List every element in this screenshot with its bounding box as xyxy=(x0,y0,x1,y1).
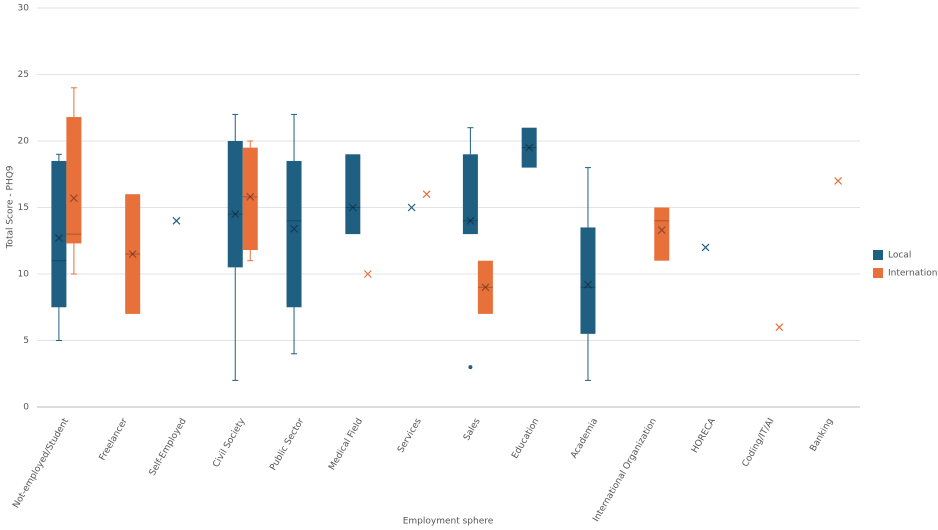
box xyxy=(654,207,670,261)
x-tick-label: HORECA xyxy=(690,416,718,455)
y-tick-label: 20 xyxy=(18,137,30,147)
outlier xyxy=(468,365,473,370)
box xyxy=(66,117,82,244)
box xyxy=(51,160,67,308)
mean-marker xyxy=(290,224,298,233)
x-tick-label: Not-employed/Student xyxy=(11,416,71,510)
mean-marker xyxy=(54,234,63,243)
legend-label: International xyxy=(888,269,938,279)
legend-label: Local xyxy=(888,251,911,261)
y-tick-label: 0 xyxy=(23,403,29,413)
mean-marker xyxy=(407,203,416,212)
box xyxy=(125,194,141,314)
x-tick-label: International Organization xyxy=(591,417,659,524)
mean-marker xyxy=(466,216,475,225)
x-tick-label: Public Sector xyxy=(268,416,306,472)
x-tick-label: Services xyxy=(396,416,424,454)
mean-marker xyxy=(231,210,240,219)
mean-marker xyxy=(701,243,710,252)
x-tick-label: Civil Society xyxy=(211,416,248,469)
mean-marker xyxy=(348,203,357,212)
mean-marker xyxy=(422,190,431,199)
x-tick-label: Freelancer xyxy=(98,417,130,463)
y-tick-label: 15 xyxy=(18,203,29,213)
x-tick-label: Medical Field xyxy=(327,417,365,472)
mean-marker xyxy=(657,226,666,235)
box xyxy=(227,141,243,268)
box xyxy=(345,154,361,235)
x-tick-label: Banking xyxy=(808,417,835,454)
y-axis-title: Total Score - PHQ9 xyxy=(6,165,16,249)
y-tick-label: 25 xyxy=(18,70,29,80)
y-tick-label: 30 xyxy=(18,4,30,14)
box xyxy=(242,147,258,251)
box xyxy=(580,227,596,334)
mean-marker xyxy=(834,176,843,185)
x-tick-label: Coding/IT/AI xyxy=(741,417,777,469)
x-tick-label: Academia xyxy=(569,417,600,461)
mean-marker xyxy=(584,280,592,289)
box xyxy=(521,127,537,168)
x-axis-title: Employment sphere xyxy=(403,517,494,527)
y-tick-label: 5 xyxy=(23,336,29,346)
x-tick-label: Self-Employed xyxy=(148,417,189,478)
legend-swatch xyxy=(873,268,883,278)
mean-marker xyxy=(172,216,181,225)
mean-marker xyxy=(525,143,534,152)
x-tick-label: Sales xyxy=(462,416,483,442)
legend-swatch xyxy=(873,250,883,260)
box xyxy=(462,154,478,235)
box xyxy=(477,260,493,314)
mean-marker xyxy=(69,194,78,203)
mean-marker xyxy=(363,270,372,278)
x-tick-label: Education xyxy=(510,417,541,461)
mean-marker xyxy=(246,192,255,201)
mean-marker xyxy=(128,250,137,258)
box xyxy=(286,160,302,308)
mean-marker xyxy=(481,283,490,292)
mean-marker xyxy=(775,323,784,332)
y-tick-label: 10 xyxy=(18,270,30,280)
